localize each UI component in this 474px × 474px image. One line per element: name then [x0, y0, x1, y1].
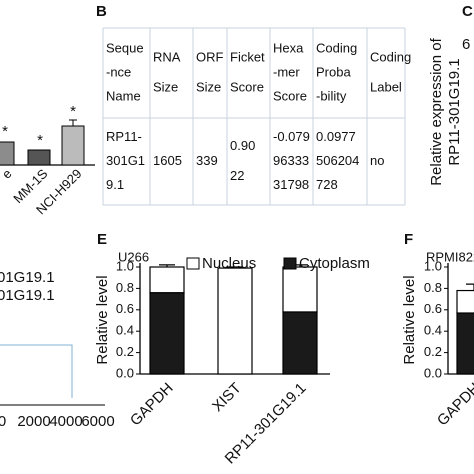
panel-label: B	[96, 3, 107, 20]
y-tick-label: 0.4	[424, 323, 442, 338]
bar-segment	[456, 289, 474, 314]
bar-segment	[282, 311, 318, 375]
y-axis-label: Relative level	[94, 275, 111, 364]
table-cell: 0.0977	[316, 129, 356, 144]
significance-star: *	[70, 103, 76, 120]
table-cell: 728	[316, 177, 338, 192]
table-cell: ORF	[196, 49, 224, 64]
panel-label: F	[404, 231, 413, 248]
y-axis-label: Relative level	[401, 275, 418, 364]
table-cell: RNA	[153, 49, 181, 64]
table-cell: -mer	[273, 64, 300, 79]
table-cell: 9.1	[106, 177, 124, 192]
table-cell: -bility	[316, 88, 347, 103]
bar-shape	[61, 125, 85, 166]
chart-title: RPMI8226	[426, 249, 474, 264]
y-tick-label: 0.8	[424, 280, 442, 295]
x-tick-label: GAPDH	[127, 380, 177, 430]
bar-segment	[217, 267, 253, 375]
y-axis-label: RP11-301G19.1	[446, 58, 463, 165]
legend-swatch	[283, 257, 297, 270]
table-cell: Name	[106, 88, 141, 103]
bar-segment	[282, 266, 318, 313]
x-tick-label: XIST	[209, 380, 245, 416]
table-cell: 339	[196, 153, 218, 168]
y-axis-label: Relative expression of	[428, 37, 445, 185]
x-tick-label: 6000	[81, 413, 114, 430]
bar-shape	[27, 149, 51, 166]
panel-label: C	[462, 3, 473, 20]
x-tick-label: e	[0, 166, 15, 182]
bar-shape	[0, 141, 15, 166]
table-cell: Ficket	[230, 49, 265, 64]
error-bar	[466, 283, 474, 291]
table-cell: Proba	[316, 64, 351, 79]
plot-box	[0, 344, 73, 398]
table-cell: 31798	[273, 177, 309, 192]
table-cell: -0.079	[273, 129, 310, 144]
y-tick-label: 0.2	[116, 344, 134, 359]
y-tick-label: 0.2	[424, 344, 442, 359]
table-cell: 506204	[316, 153, 359, 168]
x-tick-label: 0	[0, 413, 6, 430]
legend-label: Cytoplasm	[299, 255, 370, 272]
y-tick-label: 0.0	[116, 365, 134, 380]
table-cell: 301G1	[106, 153, 145, 168]
table-cell: Score	[230, 79, 264, 94]
y-tick-label: 6	[462, 36, 470, 53]
table-cell: RP11-	[106, 129, 142, 144]
table-cell: Coding	[370, 49, 411, 64]
y-tick-label: 1.0	[116, 258, 134, 273]
table-cell: Seque	[106, 40, 144, 55]
table-cell: no	[370, 153, 384, 168]
bar-segment	[149, 292, 185, 375]
table-cell: Coding	[316, 40, 357, 55]
panel-label: E	[97, 231, 107, 248]
significance-star: *	[2, 123, 8, 140]
y-tick-label: 1.0	[424, 258, 442, 273]
table-cell: Size	[196, 79, 221, 94]
table-cell: Score	[273, 88, 307, 103]
legend-label: Nucleus	[202, 255, 256, 272]
table-cell: 96333	[273, 153, 309, 168]
significance-star: *	[37, 132, 43, 149]
y-tick-label: 0.6	[116, 301, 134, 316]
legend-swatch	[186, 257, 200, 270]
bar-segment	[456, 312, 474, 375]
x-tick-label: GAPDH	[434, 380, 474, 430]
table-cell: 0.90	[230, 138, 255, 153]
table-cell: Label	[370, 79, 402, 94]
bar-segment	[149, 266, 185, 294]
error-bar	[159, 264, 175, 267]
table-cell: Size	[153, 79, 178, 94]
y-tick-label: 0.6	[424, 301, 442, 316]
table-cell: -nce	[106, 64, 131, 79]
error-bar	[227, 266, 243, 269]
legend-label: 01G19.1	[0, 269, 55, 286]
table-cell: Hexa	[273, 40, 304, 55]
x-tick-label: 4000	[49, 413, 82, 430]
x-tick-label: 2000	[17, 413, 50, 430]
table-cell: 1605	[153, 153, 182, 168]
y-tick-label: 0.4	[116, 323, 134, 338]
y-tick-label: 0.0	[424, 365, 442, 380]
legend-label: 01G19.1	[0, 287, 55, 304]
y-tick-label: 0.8	[116, 280, 134, 295]
chart-title: U266	[118, 249, 149, 264]
table-cell: 22	[230, 168, 244, 183]
